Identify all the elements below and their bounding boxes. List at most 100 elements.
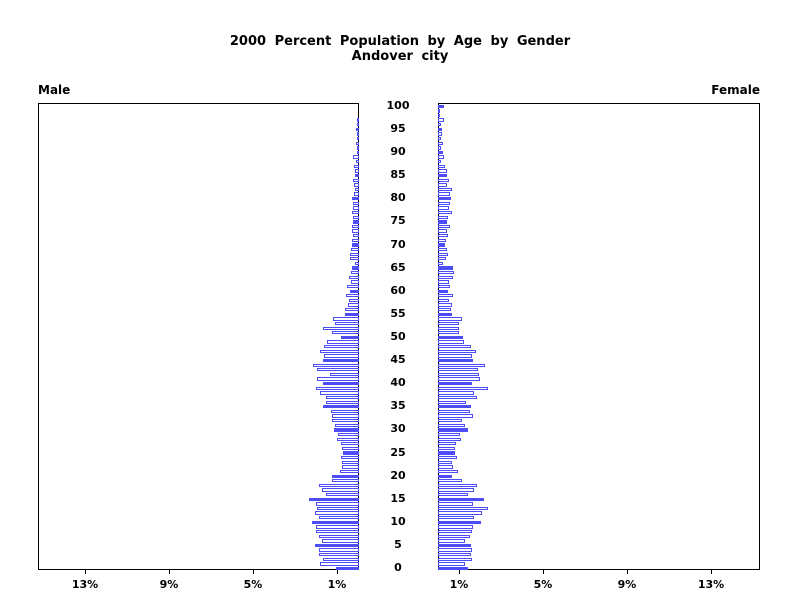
male-x-tick-label-5%: 5% — [243, 578, 263, 591]
male-bar-age-54 — [332, 317, 359, 321]
female-bar-age-82 — [438, 187, 452, 192]
female-bar-age-16 — [438, 492, 469, 497]
male-bar-age-97 — [357, 118, 359, 122]
male-bar-age-36 — [326, 400, 359, 404]
male-bar-age-65 — [352, 266, 359, 270]
male-x-tick-label-9%: 9% — [159, 578, 179, 591]
female-bar-age-23 — [438, 460, 452, 464]
age-tick-label-90: 90 — [390, 145, 406, 159]
female-x-tick-5% — [543, 570, 544, 574]
male-bar-age-12 — [314, 511, 359, 515]
male-bar-age-49 — [326, 340, 359, 344]
female-bar-age-8 — [438, 529, 472, 534]
male-bar-age-25 — [343, 451, 359, 455]
female-bar-age-11 — [438, 516, 474, 520]
male-bar-age-95 — [356, 127, 359, 132]
female-bar-age-47 — [438, 349, 476, 353]
female-bar-age-75 — [438, 220, 448, 224]
female-bar-age-83 — [438, 183, 448, 187]
female-bar-age-38 — [438, 391, 475, 395]
female-bar-age-71 — [438, 238, 447, 242]
male-bar-age-66 — [354, 261, 359, 266]
female-bar-age-70 — [438, 243, 446, 247]
female-x-tick-label-5%: 5% — [533, 578, 553, 591]
chart-title-line2: Andover city — [351, 49, 449, 64]
female-bar-age-17 — [438, 488, 474, 492]
male-bar-age-78 — [353, 206, 359, 210]
male-x-tick-label-13%: 13% — [71, 578, 99, 591]
male-bar-age-73 — [352, 229, 359, 233]
female-x-tick-label-13%: 13% — [697, 578, 725, 591]
female-bar-age-50 — [438, 335, 464, 340]
chart-title-line1: 2000 Percent Population by Age by Gender — [229, 34, 571, 49]
female-bar-age-19 — [438, 479, 462, 483]
female-bar-age-98 — [438, 113, 441, 118]
male-bar-age-17 — [322, 488, 359, 492]
female-bar-age-4 — [438, 548, 472, 552]
male-bar-age-57 — [347, 303, 359, 307]
male-bar-age-89 — [353, 155, 359, 159]
male-bar-age-20 — [331, 474, 359, 478]
female-bar-age-63 — [438, 275, 453, 279]
female-bar-age-80 — [438, 197, 451, 201]
female-bar-age-14 — [438, 502, 473, 506]
age-tick-label-55: 55 — [390, 306, 406, 320]
female-bar-age-58 — [438, 298, 450, 303]
female-bar-age-73 — [438, 229, 447, 233]
age-tick-label-0: 0 — [394, 561, 402, 575]
female-bar-age-31 — [438, 423, 465, 427]
female-bar-age-5 — [438, 543, 471, 548]
age-tick-label-10: 10 — [390, 514, 406, 528]
male-bar-age-56 — [345, 308, 359, 312]
male-bar-age-55 — [345, 312, 359, 316]
female-bar-age-37 — [438, 395, 478, 400]
male-bar-age-68 — [349, 252, 359, 256]
female-bar-age-92 — [438, 141, 444, 145]
female-bar-age-94 — [438, 132, 443, 136]
male-bar-age-37 — [326, 395, 359, 400]
female-bar-age-96 — [438, 123, 441, 127]
male-bar-age-14 — [315, 502, 359, 506]
male-bar-age-1 — [320, 562, 359, 566]
male-x-tick-9% — [169, 570, 170, 574]
male-bar-age-0 — [335, 566, 359, 571]
male-bar-age-33 — [331, 414, 359, 418]
female-bar-age-1 — [438, 562, 465, 566]
male-bar-age-15 — [309, 497, 359, 501]
female-bar-age-78 — [438, 206, 449, 210]
male-bar-age-82 — [354, 187, 359, 192]
female-bar-age-43 — [438, 368, 478, 372]
female-bar-age-65 — [438, 266, 453, 270]
male-bar-age-39 — [315, 386, 359, 390]
female-bar-age-76 — [438, 215, 449, 219]
female-bar-age-9 — [438, 525, 473, 529]
female-bar-age-12 — [438, 511, 483, 515]
female-bar-age-46 — [438, 354, 473, 358]
male-bar-age-21 — [340, 469, 359, 474]
male-bar-age-50 — [341, 335, 359, 340]
female-bar-age-56 — [438, 308, 452, 312]
male-bar-age-46 — [323, 354, 359, 358]
male-bar-age-84 — [352, 178, 359, 182]
male-bar-age-41 — [317, 377, 359, 381]
male-bar-age-44 — [312, 363, 359, 367]
female-bar-age-15 — [438, 497, 485, 501]
chart-title: 2000 Percent Population by Age by Gender… — [0, 34, 800, 64]
female-bar-age-10 — [438, 520, 482, 525]
male-x-tick-13% — [85, 570, 86, 574]
male-bar-age-19 — [331, 479, 359, 483]
male-bar-age-27 — [341, 442, 359, 446]
male-bar-age-8 — [315, 529, 359, 534]
female-bar-age-29 — [438, 432, 461, 437]
male-bar-age-38 — [320, 391, 359, 395]
male-bar-age-7 — [319, 534, 359, 538]
female-bar-age-68 — [438, 252, 449, 256]
age-tick-label-20: 20 — [390, 468, 406, 482]
male-bar-age-47 — [319, 349, 359, 353]
female-bar-age-49 — [438, 340, 465, 344]
male-bar-age-26 — [342, 446, 359, 451]
female-bar-age-79 — [438, 201, 450, 205]
male-bar-age-70 — [351, 243, 359, 247]
female-bar-age-24 — [438, 456, 457, 460]
female-bar-age-35 — [438, 405, 471, 409]
